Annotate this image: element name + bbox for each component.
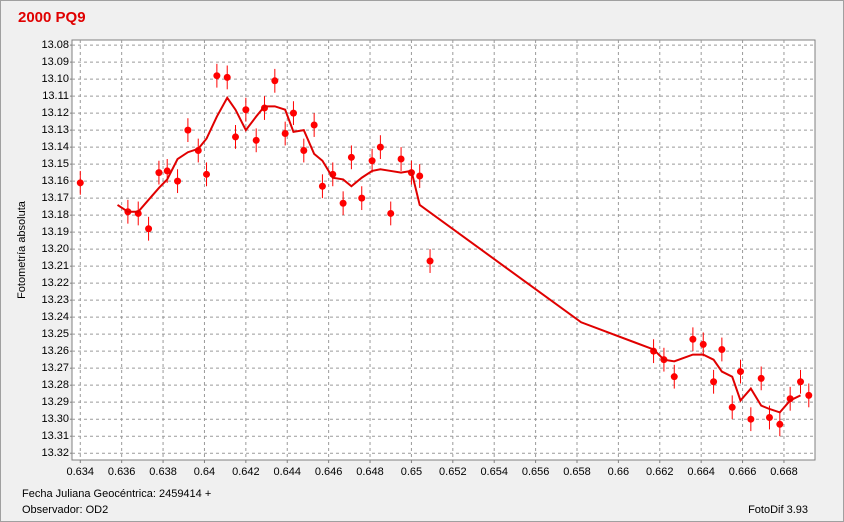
data-point [339,199,347,207]
data-point [289,109,297,117]
data-point [358,194,366,202]
data-point [213,72,221,80]
data-point [252,136,260,144]
data-point [757,374,765,382]
y-tick-label: 13.15 [41,158,69,170]
chart-title: 2000 PQ9 [18,9,86,26]
y-tick-label: 13.32 [41,447,69,459]
y-tick-label: 13.08 [41,39,69,51]
y-tick-label: 13.17 [41,192,69,204]
data-point [368,157,376,165]
data-point [281,130,289,138]
y-tick-label: 13.24 [41,311,69,323]
data-point [747,415,755,423]
y-tick-label: 13.21 [41,260,69,272]
y-axis-label: Fotometría absoluta [16,200,28,299]
x-tick-label: 0.658 [563,466,591,478]
y-tick-label: 13.27 [41,362,69,374]
y-tick-label: 13.22 [41,277,69,289]
y-tick-label: 13.14 [41,141,69,153]
data-point [689,335,697,343]
data-point [718,345,726,353]
x-tick-label: 0.668 [770,466,798,478]
x-tick-label: 0.662 [646,466,674,478]
observer: Observador: OD2 [22,504,108,516]
data-point [710,378,718,386]
data-point [699,340,707,348]
x-tick-label: 0.634 [67,466,95,478]
data-point [271,77,279,85]
data-point [76,179,84,187]
data-point [242,106,250,114]
x-tick-label: 0.654 [480,466,508,478]
x-tick-label: 0.65 [401,466,422,478]
data-point [397,155,405,163]
data-point [670,373,678,381]
y-tick-label: 13.18 [41,209,69,221]
y-tick-label: 13.09 [41,56,69,68]
y-tick-label: 13.20 [41,243,69,255]
trend-line [116,95,801,414]
data-point [805,391,813,399]
data-point [765,413,773,421]
data-point [776,420,784,428]
data-point [347,153,355,161]
x-tick-label: 0.656 [522,466,550,478]
data-point [184,126,192,134]
y-tick-label: 13.13 [41,124,69,136]
y-tick-label: 13.19 [41,226,69,238]
data-point [728,403,736,411]
y-tick-label: 13.10 [41,73,69,85]
data-point [163,167,171,175]
y-tick-label: 13.25 [41,328,69,340]
data-point [232,133,240,141]
data-point [416,172,424,180]
x-tick-label: 0.666 [729,466,757,478]
y-tick-label: 13.29 [41,396,69,408]
y-tick-label: 13.28 [41,379,69,391]
data-point [174,177,182,185]
y-tick-label: 13.23 [41,294,69,306]
y-tick-label: 13.12 [41,107,69,119]
data-point [736,368,744,376]
y-tick-label: 13.16 [41,175,69,187]
y-tick-label: 13.31 [41,430,69,442]
data-point [376,143,384,151]
x-tick-label: 0.646 [315,466,343,478]
x-tick-label: 0.652 [439,466,467,478]
x-tick-label: 0.664 [687,466,715,478]
y-tick-label: 13.11 [42,90,69,102]
data-point [310,121,318,129]
software: FotoDif 3.93 [748,504,808,516]
x-tick-label: 0.642 [232,466,260,478]
data-point [426,257,434,265]
data-point [145,225,153,233]
data-point [797,378,805,386]
data-point [203,170,211,178]
data-point [155,169,163,177]
x-tick-label: 0.636 [108,466,136,478]
data-point [318,182,326,190]
x-tick-label: 0.644 [273,466,301,478]
data-point [387,209,395,217]
y-tick-label: 13.30 [41,413,69,425]
y-tick-label: 13.26 [41,345,69,357]
x-tick-label: 0.648 [356,466,384,478]
x-tick-label: 0.64 [194,466,215,478]
x-tick-label: 0.638 [149,466,177,478]
x-tick-label: 0.66 [608,466,629,478]
data-point [300,147,308,155]
plot-area [71,39,816,461]
data-point [223,73,231,81]
x-axis-label: Fecha Juliana Geocéntrica: 2459414 + [22,488,211,500]
